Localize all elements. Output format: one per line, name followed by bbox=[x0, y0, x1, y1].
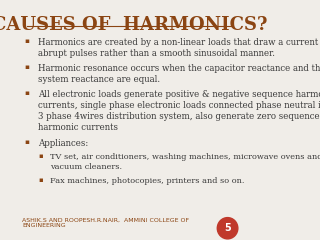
Text: All electronic loads generate positive & negative sequence harmonic
currents, si: All electronic loads generate positive &… bbox=[38, 90, 320, 132]
Text: ▪: ▪ bbox=[24, 64, 29, 70]
Text: ▪: ▪ bbox=[24, 38, 29, 44]
Text: Harmonic resonance occurs when the capacitor reactance and the
system reactance : Harmonic resonance occurs when the capac… bbox=[38, 64, 320, 84]
Text: Harmonics are created by a non-linear loads that draw a current in
abrupt pulses: Harmonics are created by a non-linear lo… bbox=[38, 38, 320, 58]
Text: ▪: ▪ bbox=[24, 139, 29, 145]
Text: ASHIK.S AND ROOPESH.R.NAIR,  AMMINI COLLEGE OF
ENGINEERING: ASHIK.S AND ROOPESH.R.NAIR, AMMINI COLLE… bbox=[22, 217, 189, 228]
Text: ▪: ▪ bbox=[38, 153, 43, 159]
Text: TV set, air conditioners, washing machines, microwave ovens and
vacuum cleaners.: TV set, air conditioners, washing machin… bbox=[51, 153, 320, 171]
Text: ▪: ▪ bbox=[24, 90, 29, 96]
Circle shape bbox=[217, 218, 238, 239]
Text: Fax machines, photocopies, printers and so on.: Fax machines, photocopies, printers and … bbox=[51, 177, 245, 185]
Text: ▪: ▪ bbox=[38, 177, 43, 183]
Text: CAUSES OF  HARMONICS?: CAUSES OF HARMONICS? bbox=[0, 16, 267, 34]
Text: Appliances:: Appliances: bbox=[38, 139, 88, 148]
Text: 5: 5 bbox=[224, 223, 231, 233]
